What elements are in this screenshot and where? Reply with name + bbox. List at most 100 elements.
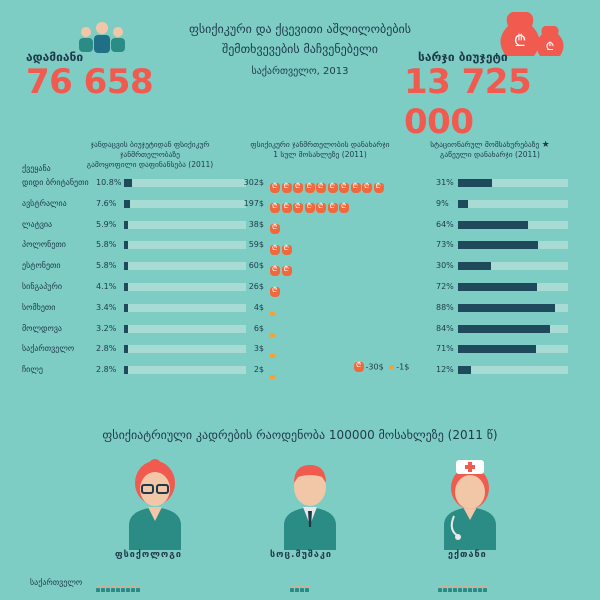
staff-count-nurse bbox=[438, 577, 488, 596]
star-icon: ★ bbox=[541, 140, 550, 150]
inpatient-share-label: 31% bbox=[436, 178, 454, 187]
col3-header-line1: სტაციონარულ მომსახურებაზე bbox=[430, 140, 540, 149]
col3-header-line2: გაწეული დანახარჯი (2011) bbox=[439, 150, 540, 159]
psychologist-icon bbox=[115, 455, 195, 550]
table-row: პოლონეთი 5.8% 59$ 73% bbox=[0, 240, 600, 255]
person-icon bbox=[131, 585, 135, 592]
money-bag-icon bbox=[339, 202, 349, 214]
col2-header: ფსიქიკური ჯანმრთელობის დანახარჯი 1 სულ მ… bbox=[250, 140, 390, 160]
money-bag-icon bbox=[281, 244, 292, 255]
legend-bag-label: -30$ bbox=[365, 362, 384, 372]
table-row: ლატვია 5.9% 38$ 64% bbox=[0, 219, 600, 235]
page-title-line2: შემთხვევების მაჩვენებელი bbox=[222, 42, 378, 56]
table-row: სომხეთი 3.4% 4$ 88% bbox=[0, 303, 600, 317]
pct-label: 10.8% bbox=[96, 178, 122, 187]
money-bag-icon bbox=[293, 202, 303, 214]
inpatient-share-track bbox=[458, 366, 568, 375]
money-bag-icon bbox=[327, 182, 338, 193]
budget-share-track bbox=[124, 283, 246, 291]
page-title-line1: ფსიქიკური და ქცევითი აშლილობების bbox=[188, 22, 412, 36]
money-bag-icon bbox=[281, 182, 292, 193]
money-bag-icon bbox=[270, 182, 280, 193]
money-bag-icon bbox=[270, 223, 280, 235]
inpatient-share-label: 88% bbox=[436, 302, 454, 312]
spending-icons bbox=[270, 177, 385, 196]
pct-label: 5.9% bbox=[96, 219, 117, 229]
inpatient-share-bar bbox=[458, 199, 468, 208]
inpatient-share-bar bbox=[458, 220, 529, 229]
money-bag-icon bbox=[339, 182, 349, 193]
country-name: სომხეთი bbox=[22, 302, 56, 312]
svg-text:₾: ₾ bbox=[514, 31, 526, 50]
inpatient-share-bar bbox=[458, 283, 538, 291]
pct-label: 3.2% bbox=[96, 323, 117, 333]
budget-share-bar bbox=[124, 220, 129, 229]
table-row: დიდი ბრიტანეთი 10.8% 302$ 31% bbox=[0, 178, 600, 193]
inpatient-share-bar bbox=[458, 366, 472, 375]
spending-value: 4$ bbox=[253, 302, 264, 312]
role-psychologist: ფსიქოლოგი bbox=[115, 550, 182, 560]
person-icon bbox=[136, 585, 140, 592]
country-name: დიდი ბრიტანეთი bbox=[22, 178, 89, 187]
person-icon bbox=[468, 585, 472, 592]
inpatient-share-track bbox=[458, 303, 568, 312]
inpatient-share-bar bbox=[458, 262, 491, 271]
inpatient-share-bar bbox=[458, 324, 551, 333]
country-name: მოლდოვა bbox=[22, 323, 62, 333]
money-bag-icon bbox=[354, 361, 364, 372]
pct-label: 2.8% bbox=[96, 365, 117, 375]
people-count: 76 658 bbox=[26, 62, 154, 102]
country-name: ჩილე bbox=[22, 365, 43, 375]
budget-share-bar bbox=[124, 324, 128, 333]
person-icon bbox=[106, 585, 110, 592]
inpatient-share-label: 12% bbox=[436, 365, 454, 375]
spending-icons bbox=[270, 260, 293, 279]
person-icon bbox=[305, 585, 309, 592]
person-icon bbox=[438, 585, 442, 592]
money-bag-icon bbox=[350, 182, 361, 193]
country-name: საქართველო bbox=[22, 344, 75, 354]
budget-share-track bbox=[124, 303, 246, 312]
dash-icon bbox=[270, 333, 275, 338]
person-icon bbox=[453, 585, 457, 592]
country-name: ლატვია bbox=[22, 219, 53, 229]
budget-share-bar bbox=[124, 241, 129, 250]
pct-label: 7.6% bbox=[96, 198, 117, 208]
person-icon bbox=[121, 585, 125, 592]
budget-label: სარჯი ბიუჯეტი bbox=[418, 50, 508, 64]
dash-icon bbox=[388, 365, 394, 369]
inpatient-share-track bbox=[458, 283, 568, 291]
country-name: ავსტრალია bbox=[22, 198, 67, 208]
people-icon bbox=[72, 18, 132, 58]
role-social-worker: სოც.მუშაკი bbox=[270, 550, 332, 560]
money-bag-icon bbox=[304, 202, 315, 214]
money-bag-icon bbox=[316, 202, 326, 214]
country-name: სინგაპური bbox=[22, 282, 62, 291]
person-icon bbox=[96, 585, 100, 592]
inpatient-share-label: 73% bbox=[436, 240, 454, 250]
budget-share-track bbox=[124, 241, 246, 250]
money-bags-icon: ₾ ₾ bbox=[498, 6, 570, 62]
person-icon bbox=[448, 585, 452, 592]
money-bag-icon bbox=[281, 202, 292, 214]
spending-icons bbox=[270, 239, 293, 258]
spending-icons bbox=[270, 302, 275, 321]
inpatient-share-track bbox=[458, 179, 568, 187]
money-bag-icon bbox=[270, 286, 280, 297]
inpatient-share-label: 72% bbox=[436, 282, 454, 291]
money-bag-icon bbox=[293, 182, 303, 193]
spending-icons bbox=[270, 343, 275, 362]
inpatient-share-bar bbox=[458, 241, 539, 250]
person-icon bbox=[300, 585, 304, 592]
table-row: სინგაპური 4.1% 26$ 72% bbox=[0, 282, 600, 297]
social-worker-icon bbox=[270, 455, 350, 550]
money-bag-icon bbox=[373, 182, 384, 193]
page-subtitle: საქართველო, 2013 bbox=[251, 66, 349, 77]
spending-value: 2$ bbox=[253, 365, 264, 375]
money-bag-icon bbox=[327, 202, 338, 214]
pct-label: 5.8% bbox=[96, 261, 117, 271]
person-icon bbox=[463, 585, 467, 592]
money-bag-icon bbox=[281, 265, 292, 276]
dash-icon bbox=[270, 353, 275, 358]
inpatient-share-track bbox=[458, 241, 568, 250]
